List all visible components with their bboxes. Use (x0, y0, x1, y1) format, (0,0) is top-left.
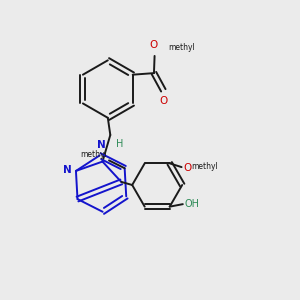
Text: OH: OH (185, 199, 200, 208)
Text: N: N (97, 140, 106, 150)
Text: O: O (149, 40, 157, 50)
Text: O: O (160, 96, 168, 106)
Text: methyl: methyl (191, 162, 218, 171)
Text: O: O (183, 163, 191, 173)
Text: methyl: methyl (81, 150, 107, 159)
Text: H: H (116, 139, 123, 149)
Text: methyl: methyl (169, 43, 195, 52)
Text: N: N (63, 165, 72, 175)
